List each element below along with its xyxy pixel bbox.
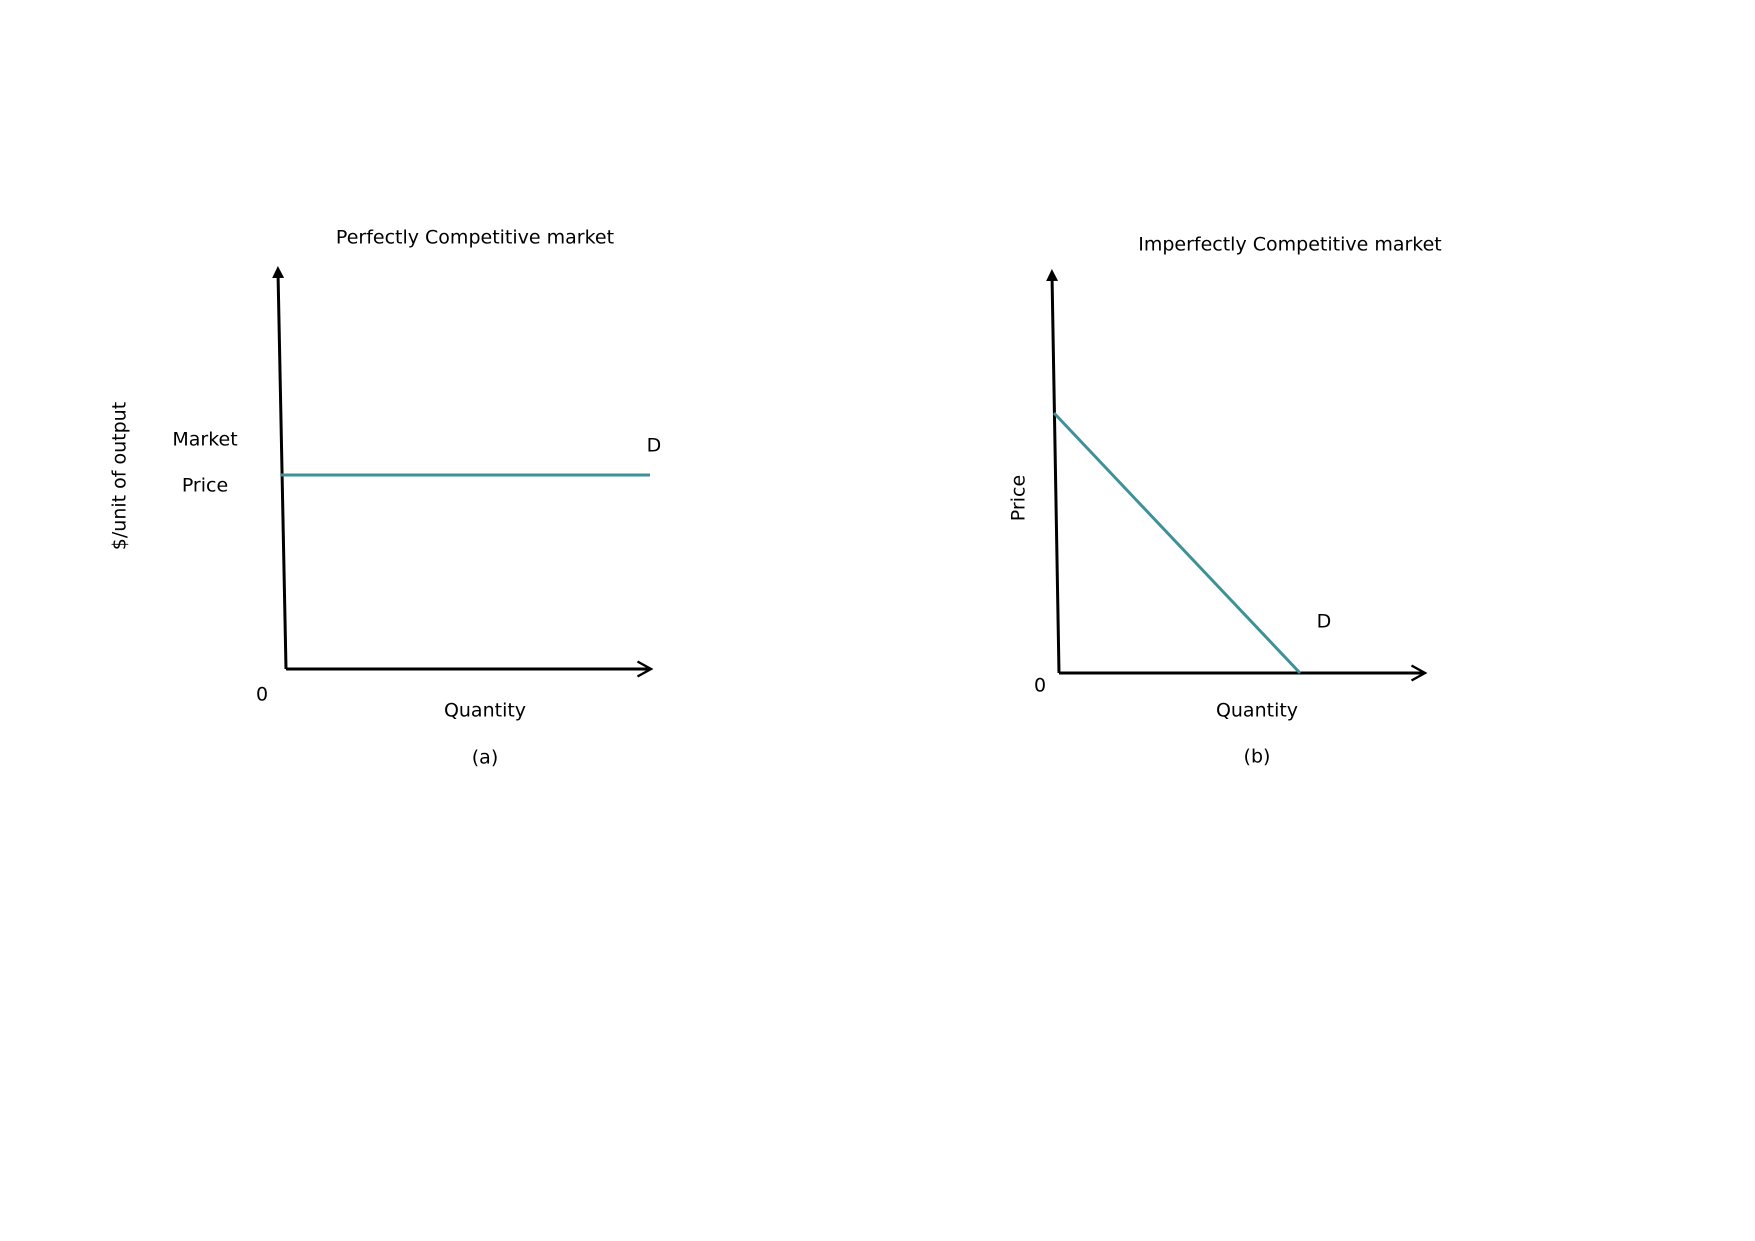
y-axis-label: $/unit of output — [109, 402, 131, 550]
origin-label: 0 — [1034, 675, 1046, 697]
caption: (b) — [1244, 746, 1271, 768]
y-axis-label: Price — [1008, 475, 1030, 521]
y-axis — [1046, 269, 1061, 674]
price-label: Market — [172, 429, 237, 451]
price-label: Price — [182, 475, 228, 497]
panel-b: Imperfectly Competitive market D Price 0… — [1008, 234, 1442, 768]
panel-title: Imperfectly Competitive market — [1138, 234, 1442, 256]
y-axis — [272, 266, 288, 670]
x-axis-label: Quantity — [444, 700, 526, 722]
panel-a: Perfectly Competitive market D Market Pr… — [109, 227, 662, 769]
x-axis-label: Quantity — [1216, 700, 1298, 722]
caption: (a) — [472, 747, 498, 769]
demand-curve — [1052, 411, 1302, 675]
curve-label: D — [1317, 611, 1332, 633]
origin-label: 0 — [256, 684, 268, 706]
curve-label: D — [647, 435, 662, 457]
panel-title: Perfectly Competitive market — [336, 227, 614, 249]
